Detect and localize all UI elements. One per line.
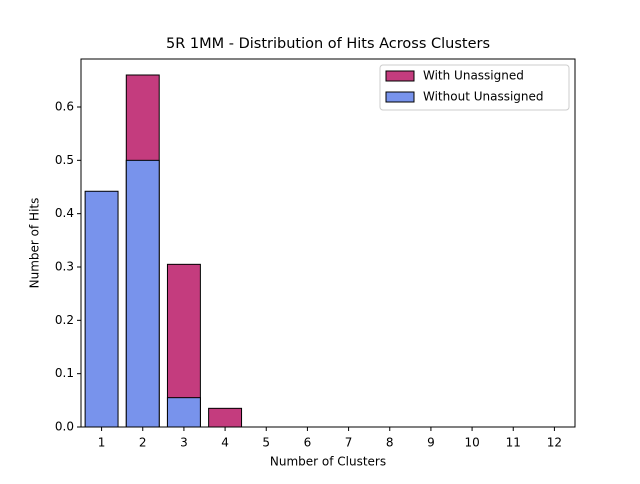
y-tick-label: 0.3 bbox=[55, 260, 74, 274]
x-tick-label: 12 bbox=[547, 436, 562, 450]
x-tick-label: 4 bbox=[221, 436, 229, 450]
plot-frame bbox=[80, 58, 576, 428]
x-tick-label: 9 bbox=[427, 436, 435, 450]
x-axis-label: Number of Clusters bbox=[270, 455, 386, 469]
x-tick-label: 2 bbox=[139, 436, 147, 450]
chart-title: 5R 1MM - Distribution of Hits Across Clu… bbox=[166, 36, 490, 52]
x-tick-label: 11 bbox=[506, 436, 521, 450]
bar bbox=[208, 407, 243, 428]
y-tick-label: 0.0 bbox=[55, 420, 74, 434]
x-tick-label: 8 bbox=[386, 436, 394, 450]
legend-swatch bbox=[385, 91, 415, 103]
bar bbox=[84, 190, 119, 428]
x-tick-label: 3 bbox=[180, 436, 188, 450]
legend-label: Without Unassigned bbox=[423, 90, 544, 104]
y-tick-label: 0.4 bbox=[55, 206, 74, 220]
y-tick-label: 0.2 bbox=[55, 313, 74, 327]
x-tick-label: 7 bbox=[345, 436, 353, 450]
x-tick-label: 6 bbox=[304, 436, 312, 450]
y-tick-label: 0.1 bbox=[55, 366, 74, 380]
bar bbox=[166, 397, 201, 428]
x-tick-label: 1 bbox=[98, 436, 106, 450]
legend-box bbox=[379, 64, 570, 111]
x-tick-label: 10 bbox=[464, 436, 479, 450]
bar bbox=[125, 159, 160, 428]
x-tick-label: 5 bbox=[262, 436, 270, 450]
legend-label: With Unassigned bbox=[423, 69, 524, 83]
y-axis-label: Number of Hits bbox=[28, 198, 42, 289]
y-tick-label: 0.6 bbox=[55, 100, 74, 114]
legend-swatch bbox=[385, 70, 415, 82]
y-tick-label: 0.5 bbox=[55, 153, 74, 167]
